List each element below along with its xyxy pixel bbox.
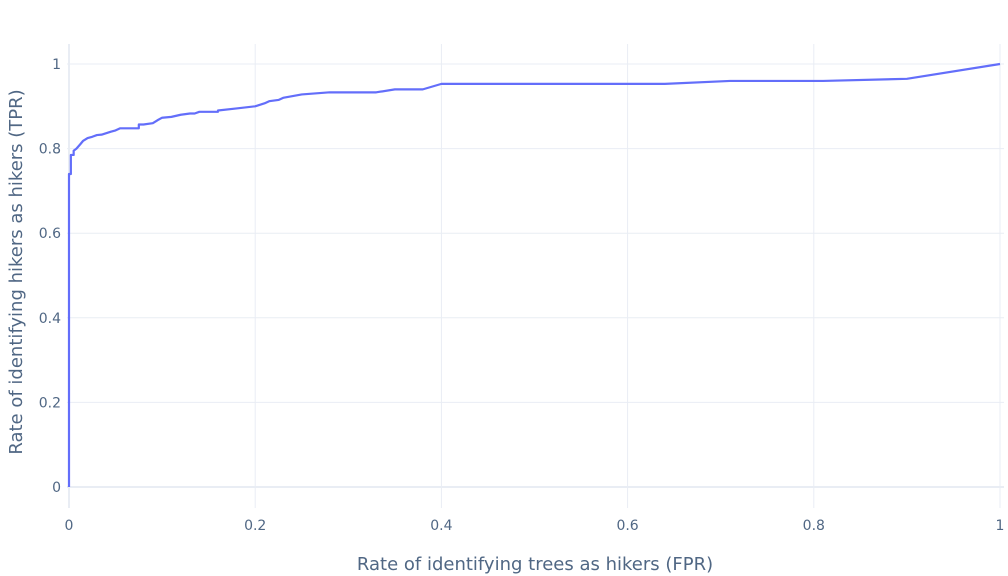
y-tick-label: 0.4 — [39, 311, 61, 327]
line-layer — [67, 62, 1001, 487]
x-tick-label: 0.4 — [430, 518, 452, 534]
x-tick-label: 1 — [996, 518, 1005, 534]
grid-layer — [67, 44, 1004, 508]
x-tick-label: 0.2 — [244, 518, 266, 534]
x-tick-label: 0.6 — [616, 518, 638, 534]
x-tick-label: 0 — [65, 518, 74, 534]
x-axis-title: Rate of identifying trees as hikers (FPR… — [357, 554, 713, 575]
roc-curve-line — [67, 62, 1001, 487]
y-tick-label: 0.8 — [39, 142, 61, 158]
y-tick-label: 0 — [52, 480, 61, 496]
y-axis-title: Rate of identifying hikers as hikers (TP… — [6, 89, 27, 454]
y-tick-label: 1 — [52, 57, 61, 73]
y-tick-label: 0.6 — [39, 226, 61, 242]
x-tick-label: 0.8 — [803, 518, 825, 534]
y-tick-label: 0.2 — [39, 395, 61, 411]
tick-layer: 0 0.2 0.4 0.6 0.8 1 0 0.2 0.4 0.6 0.8 1 — [39, 57, 1005, 534]
